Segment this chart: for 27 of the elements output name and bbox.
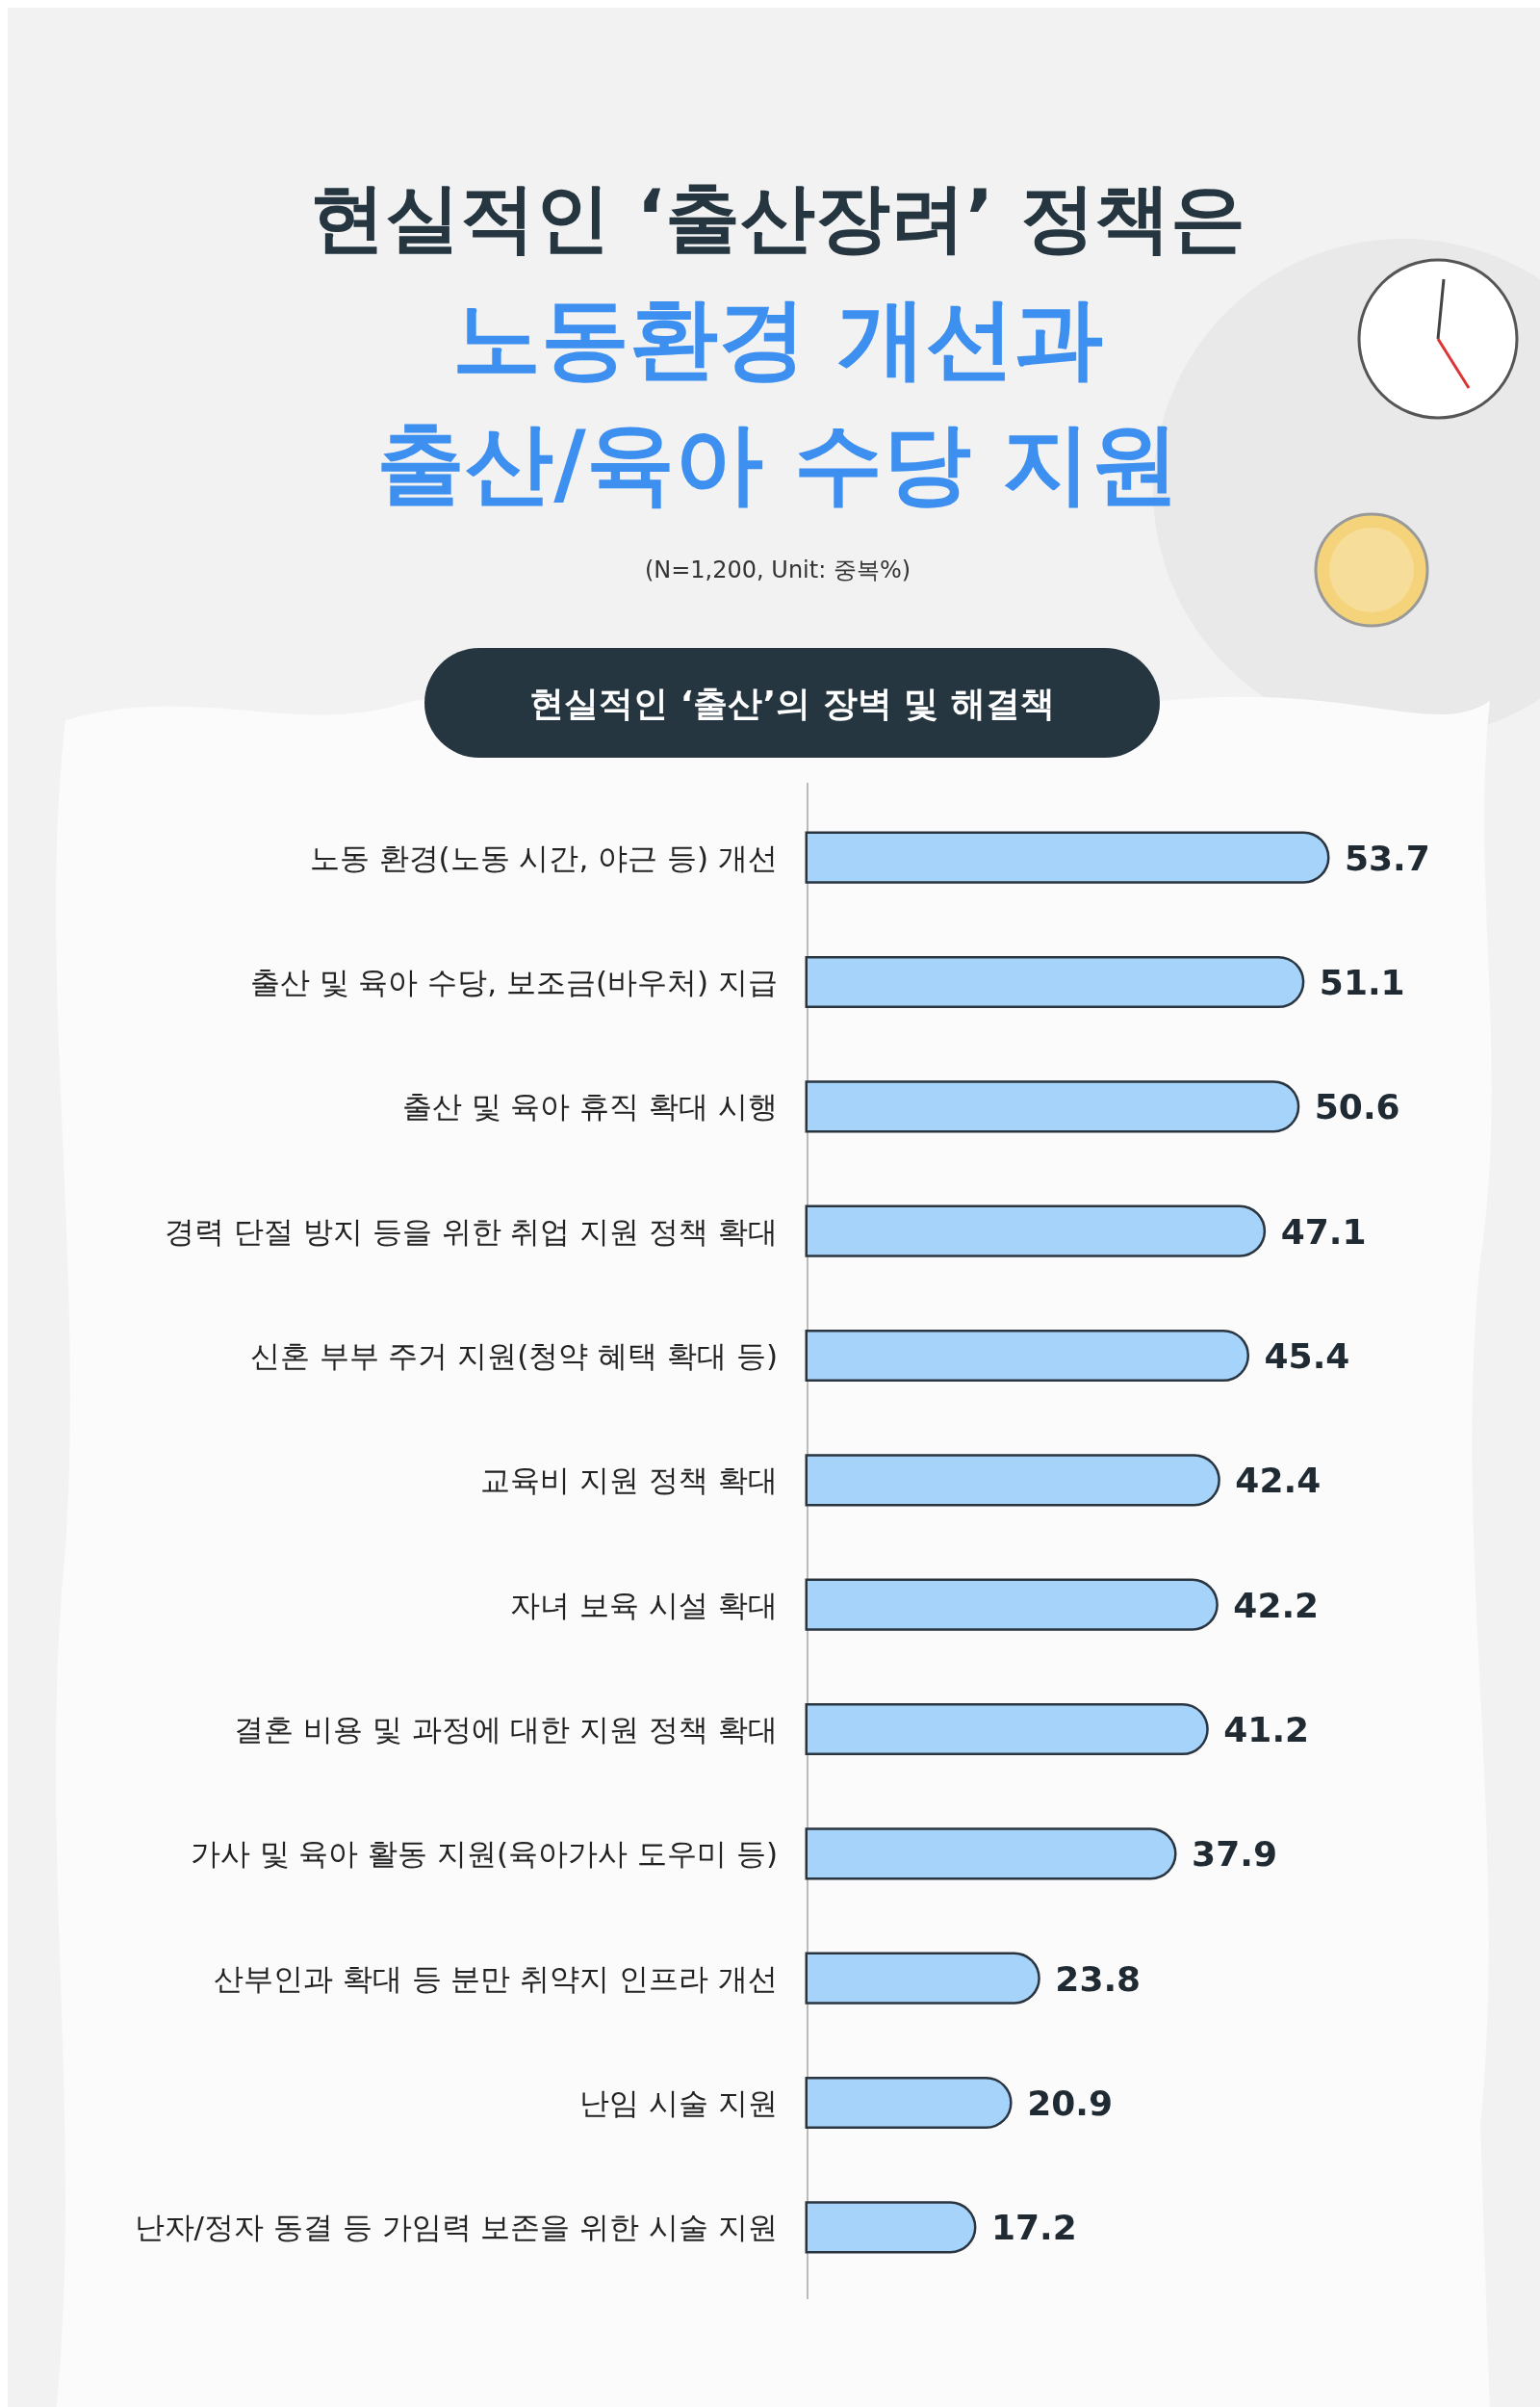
- y-tick-label: 신혼 부부 주거 지원(청약 혜택 확대 등): [249, 1338, 778, 1374]
- y-tick-label: 난임 시술 지원: [579, 2085, 778, 2121]
- chart-subtitle: 현실적인 ‘출산’의 장벽 및 해결책: [529, 683, 1055, 723]
- data-label: 23.8: [1055, 1958, 1142, 1999]
- data-label: 53.7: [1345, 838, 1430, 878]
- data-label: 51.1: [1319, 962, 1405, 1002]
- y-tick-label: 교육비 지원 정책 확대: [480, 1462, 778, 1498]
- y-tick-label: 출산 및 육아 수당, 보조금(바우처) 지급: [249, 965, 778, 1000]
- y-tick-label: 경력 단절 방지 등을 위한 취업 지원 정책 확대: [165, 1213, 778, 1249]
- y-tick-label: 가사 및 육아 활동 지원(육아가사 도우미 등): [190, 1836, 778, 1872]
- y-tick-label: 출산 및 육아 휴직 확대 시행: [401, 1089, 778, 1125]
- data-label: 45.4: [1264, 1335, 1350, 1376]
- data-label: 37.9: [1192, 1834, 1277, 1875]
- text: (N=1,200, Unit: 중복%): [644, 556, 911, 583]
- data-label: 42.4: [1235, 1461, 1322, 1501]
- data-label: 47.1: [1280, 1211, 1367, 1252]
- data-label: 41.2: [1223, 1709, 1310, 1749]
- data-label: 42.2: [1233, 1585, 1320, 1625]
- y-tick-label: 산부인과 확대 등 분만 취약지 인프라 개선: [213, 1960, 778, 1996]
- data-label: 17.2: [990, 2208, 1077, 2248]
- data-label: 50.6: [1314, 1087, 1400, 1127]
- chart-title: 현실적인 ‘출산장려’ 정책은 노동환경 개선과 출산/육아 수당 지원: [310, 174, 1245, 515]
- y-tick-label: 자녀 보육 시설 확대: [510, 1587, 778, 1622]
- data-label: 20.9: [1027, 2083, 1113, 2123]
- y-tick-label: 노동 환경(노동 시간, 야근 등) 개선: [309, 840, 778, 875]
- y-tick-label: 결혼 비용 및 과정에 대한 지원 정책 확대: [234, 1712, 778, 1747]
- y-tick-label: 난자/정자 동결 등 가임력 보존을 위한 시술 지원: [134, 2210, 778, 2245]
